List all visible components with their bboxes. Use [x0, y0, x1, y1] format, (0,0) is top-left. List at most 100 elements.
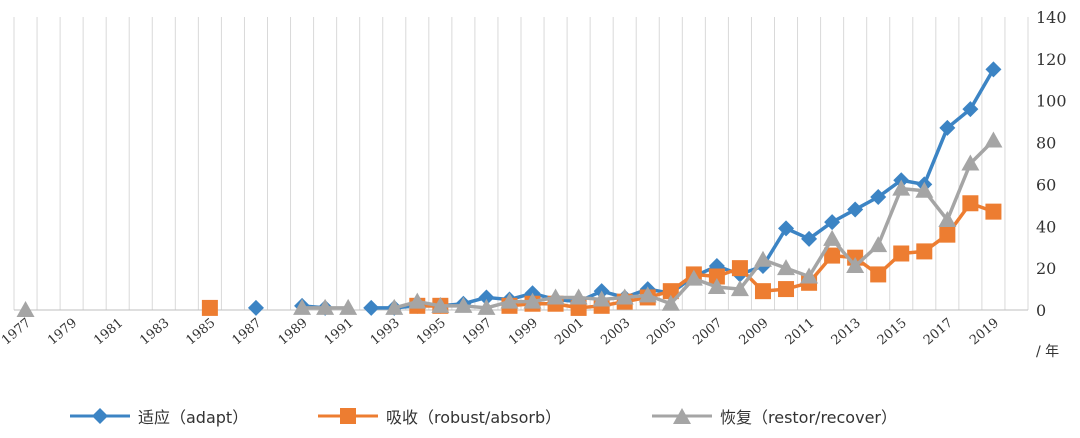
series-layer: [16, 61, 1003, 317]
data-point: [592, 290, 611, 307]
data-point: [201, 299, 218, 316]
data-point: [801, 230, 818, 247]
data-point: [962, 195, 979, 212]
data-point: [778, 281, 795, 298]
data-point: [523, 292, 542, 309]
data-point: [893, 245, 910, 262]
data-point: [938, 211, 957, 228]
data-point: [824, 247, 841, 264]
y-tick-label: 0: [1036, 301, 1046, 320]
x-tick-label: 1995: [414, 316, 449, 349]
data-point: [961, 154, 980, 171]
x-tick-label: 1997: [460, 316, 495, 349]
data-point: [800, 267, 819, 284]
x-tick-label: 2013: [829, 316, 864, 349]
x-tick-label: 2011: [783, 316, 818, 349]
data-point: [546, 288, 565, 305]
data-point: [408, 292, 427, 309]
data-point: [962, 101, 979, 118]
data-point: [708, 268, 725, 285]
x-tick-label: 1979: [45, 316, 80, 349]
legend-item-adapt: 适应（adapt）: [70, 404, 248, 428]
data-point: [293, 298, 312, 315]
data-point: [778, 220, 795, 237]
legend-swatch-square: [318, 408, 378, 424]
legend-item-recover: 恢复（restor/recover）: [652, 404, 897, 428]
series-line: [509, 201, 995, 310]
x-tick-label: 2001: [552, 316, 587, 349]
x-tick-label: 1977: [0, 316, 34, 349]
data-point: [915, 181, 934, 198]
legend-label-absorb: 吸收（robust/absorb）: [386, 408, 562, 427]
x-tick-label: 1987: [230, 316, 265, 349]
x-tick-label: 1991: [322, 316, 357, 349]
data-point: [684, 269, 703, 286]
data-point: [707, 277, 726, 294]
y-tick-label: 60: [1036, 175, 1056, 194]
x-tick-label: 1993: [368, 316, 403, 349]
data-point: [661, 294, 680, 311]
data-point: [478, 289, 495, 306]
x-tick-labels: 1977 1979 1981 1983 1985 1987 1989 1991 1993 1995…: [0, 316, 1002, 349]
data-point: [847, 201, 864, 218]
y-tick-label: 120: [1036, 50, 1067, 69]
series-2: [16, 131, 1003, 317]
data-point: [500, 292, 519, 309]
data-point: [939, 226, 956, 243]
x-tick-label: 2005: [644, 316, 679, 349]
data-point: [662, 283, 679, 300]
data-point: [916, 243, 933, 260]
data-point: [363, 299, 380, 316]
y-tick-label: 100: [1036, 92, 1067, 111]
data-point: [823, 229, 842, 246]
vertical-gridlines: [13, 17, 1029, 310]
x-tick-label: 1999: [506, 316, 541, 349]
data-point: [869, 236, 888, 253]
data-point: [638, 286, 657, 303]
data-point: [316, 298, 335, 315]
legend-label-recover: 恢复（restor/recover）: [720, 408, 897, 427]
data-point: [870, 188, 887, 205]
data-point: [339, 298, 358, 315]
data-point: [753, 250, 772, 267]
y-tick-label: 20: [1036, 259, 1056, 278]
x-tick-label: 1989: [276, 316, 311, 349]
data-point: [730, 280, 749, 297]
y-tick-labels: 0 20 40 60 80 100 120 140: [1036, 8, 1067, 320]
x-tick-label: 1985: [183, 316, 218, 349]
y-tick-label: 80: [1036, 134, 1056, 153]
legend: 适应（adapt） 吸收（robust/absorb） 恢复（restor/re…: [0, 404, 1080, 438]
data-point: [892, 179, 911, 196]
legend-item-absorb: 吸收（robust/absorb）: [318, 404, 561, 428]
data-point: [824, 214, 841, 231]
x-tick-label: 1983: [137, 316, 172, 349]
x-tick-label: 2003: [598, 316, 633, 349]
data-point: [939, 119, 956, 136]
data-point: [16, 301, 35, 317]
x-tick-label: 2007: [690, 316, 725, 349]
x-tick-label: 2017: [921, 316, 956, 349]
data-point: [870, 266, 887, 283]
data-point: [431, 296, 450, 313]
data-point: [477, 298, 496, 315]
data-point: [731, 260, 748, 277]
x-tick-label: 2019: [967, 316, 1002, 349]
x-tick-label: 1981: [91, 316, 126, 349]
data-point: [615, 288, 634, 305]
data-point: [247, 299, 264, 316]
y-tick-label: 40: [1036, 217, 1056, 236]
data-point: [984, 131, 1003, 148]
x-tick-label: 2009: [737, 316, 772, 349]
data-point: [985, 203, 1002, 220]
legend-swatch-diamond: [70, 408, 130, 424]
x-axis-unit: / 年: [1036, 344, 1059, 360]
legend-swatch-triangle: [652, 408, 712, 424]
y-tick-label: 140: [1036, 8, 1067, 27]
series-0: [247, 61, 1002, 316]
data-point: [777, 259, 796, 276]
legend-label-adapt: 适应（adapt）: [138, 408, 249, 427]
x-tick-label: 2015: [875, 316, 910, 349]
data-point: [385, 298, 404, 315]
data-point: [846, 257, 865, 274]
line-chart: 1977 1979 1981 1983 1985 1987 1989 1991 1993 1995…: [0, 8, 1067, 360]
